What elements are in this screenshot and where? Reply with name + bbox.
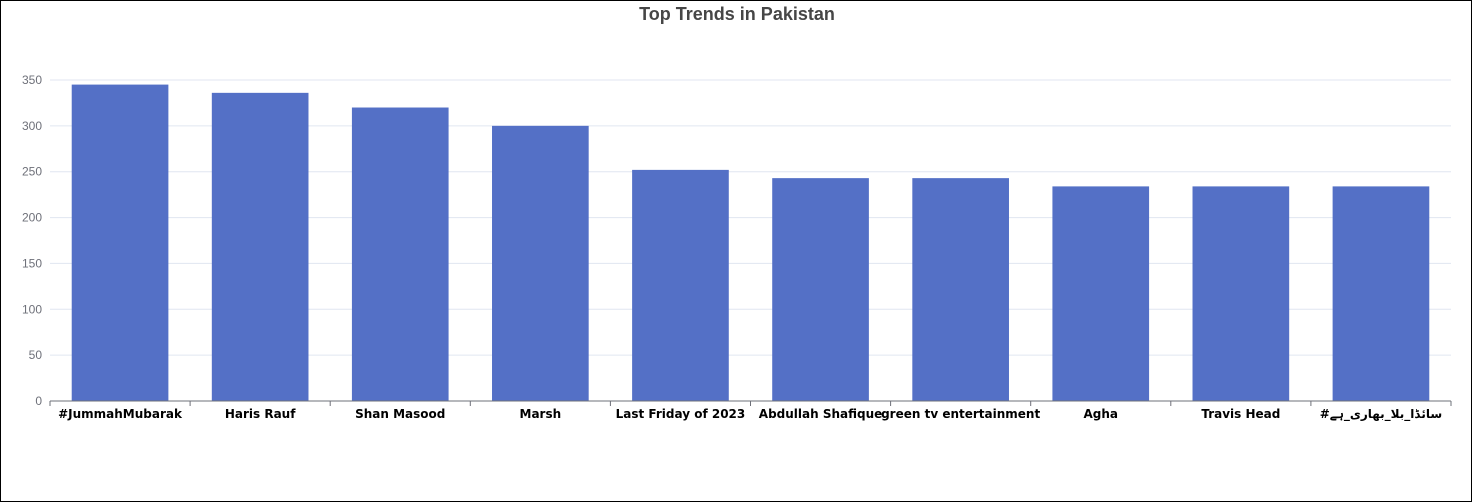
- y-tick-label: 350: [22, 73, 42, 87]
- x-tick-label: Abdullah Shafique: [759, 407, 883, 421]
- y-tick-label: 150: [22, 256, 42, 270]
- y-tick-label: 0: [35, 394, 42, 408]
- bar: [351, 107, 449, 401]
- y-tick-label: 300: [22, 119, 42, 133]
- bar: [912, 178, 1009, 401]
- x-tick-label: green tv entertainment: [881, 407, 1040, 421]
- bar: [772, 178, 869, 401]
- chart-title: Top Trends in Pakistan: [639, 4, 835, 24]
- bar: [71, 84, 169, 401]
- y-tick-label: 200: [22, 211, 42, 225]
- bar: [1332, 186, 1430, 401]
- x-tick-label: Last Friday of 2023: [616, 407, 746, 421]
- x-tick-label: Shan Masood: [355, 407, 445, 421]
- x-tick-label: #JummahMubarak: [58, 407, 183, 421]
- y-tick-label: 100: [22, 302, 42, 316]
- bar: [1192, 186, 1290, 401]
- bar: [492, 125, 589, 401]
- x-tick-label: #سائڈا_بلا_بھاری_ہے: [1320, 407, 1442, 422]
- bar: [1052, 186, 1150, 401]
- bar: [632, 169, 729, 401]
- y-tick-label: 250: [22, 165, 42, 179]
- x-tick-label: Marsh: [520, 407, 562, 421]
- x-tick-label: Haris Rauf: [225, 407, 296, 421]
- x-tick-label: Agha: [1083, 407, 1118, 421]
- x-tick-label: Travis Head: [1201, 407, 1280, 421]
- bar: [211, 92, 309, 401]
- y-tick-label: 50: [29, 348, 43, 362]
